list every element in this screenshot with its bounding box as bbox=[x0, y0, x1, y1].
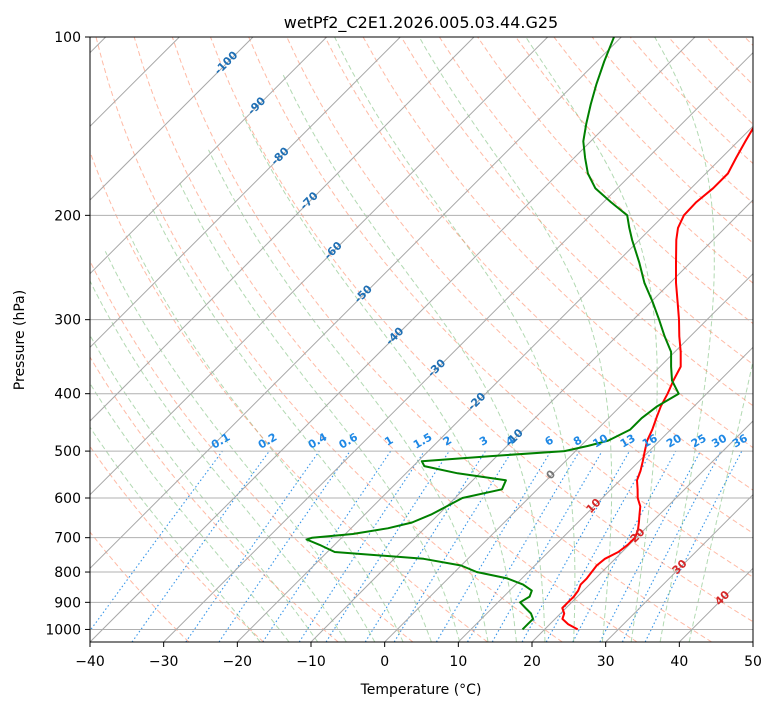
y-tick-label: 800 bbox=[54, 565, 81, 581]
y-tick-label: 700 bbox=[54, 531, 81, 547]
y-tick-label: 1000 bbox=[45, 622, 81, 638]
x-tick-label: −10 bbox=[296, 654, 326, 670]
x-tick-label: 30 bbox=[597, 654, 615, 670]
y-tick-label: 100 bbox=[54, 30, 81, 46]
y-tick-label: 600 bbox=[54, 491, 81, 507]
y-axis-label: Pressure (hPa) bbox=[12, 290, 28, 390]
x-tick-label: −40 bbox=[75, 654, 105, 670]
x-tick-label: 20 bbox=[523, 654, 541, 670]
x-tick-label: −30 bbox=[149, 654, 179, 670]
y-tick-label: 300 bbox=[54, 313, 81, 329]
y-tick-label: 500 bbox=[54, 444, 81, 460]
x-tick-label: 10 bbox=[449, 654, 467, 670]
x-tick-label: −20 bbox=[223, 654, 253, 670]
x-tick-label: 50 bbox=[744, 654, 762, 670]
y-tick-label: 400 bbox=[54, 387, 81, 403]
x-axis-label: Temperature (°C) bbox=[360, 682, 482, 698]
chart-title: wetPf2_C2E1.2026.005.03.44.G25 bbox=[284, 13, 558, 33]
x-tick-label: 0 bbox=[380, 654, 389, 670]
x-tick-label: 40 bbox=[670, 654, 688, 670]
y-tick-label: 200 bbox=[54, 208, 81, 224]
y-tick-label: 900 bbox=[54, 595, 81, 611]
